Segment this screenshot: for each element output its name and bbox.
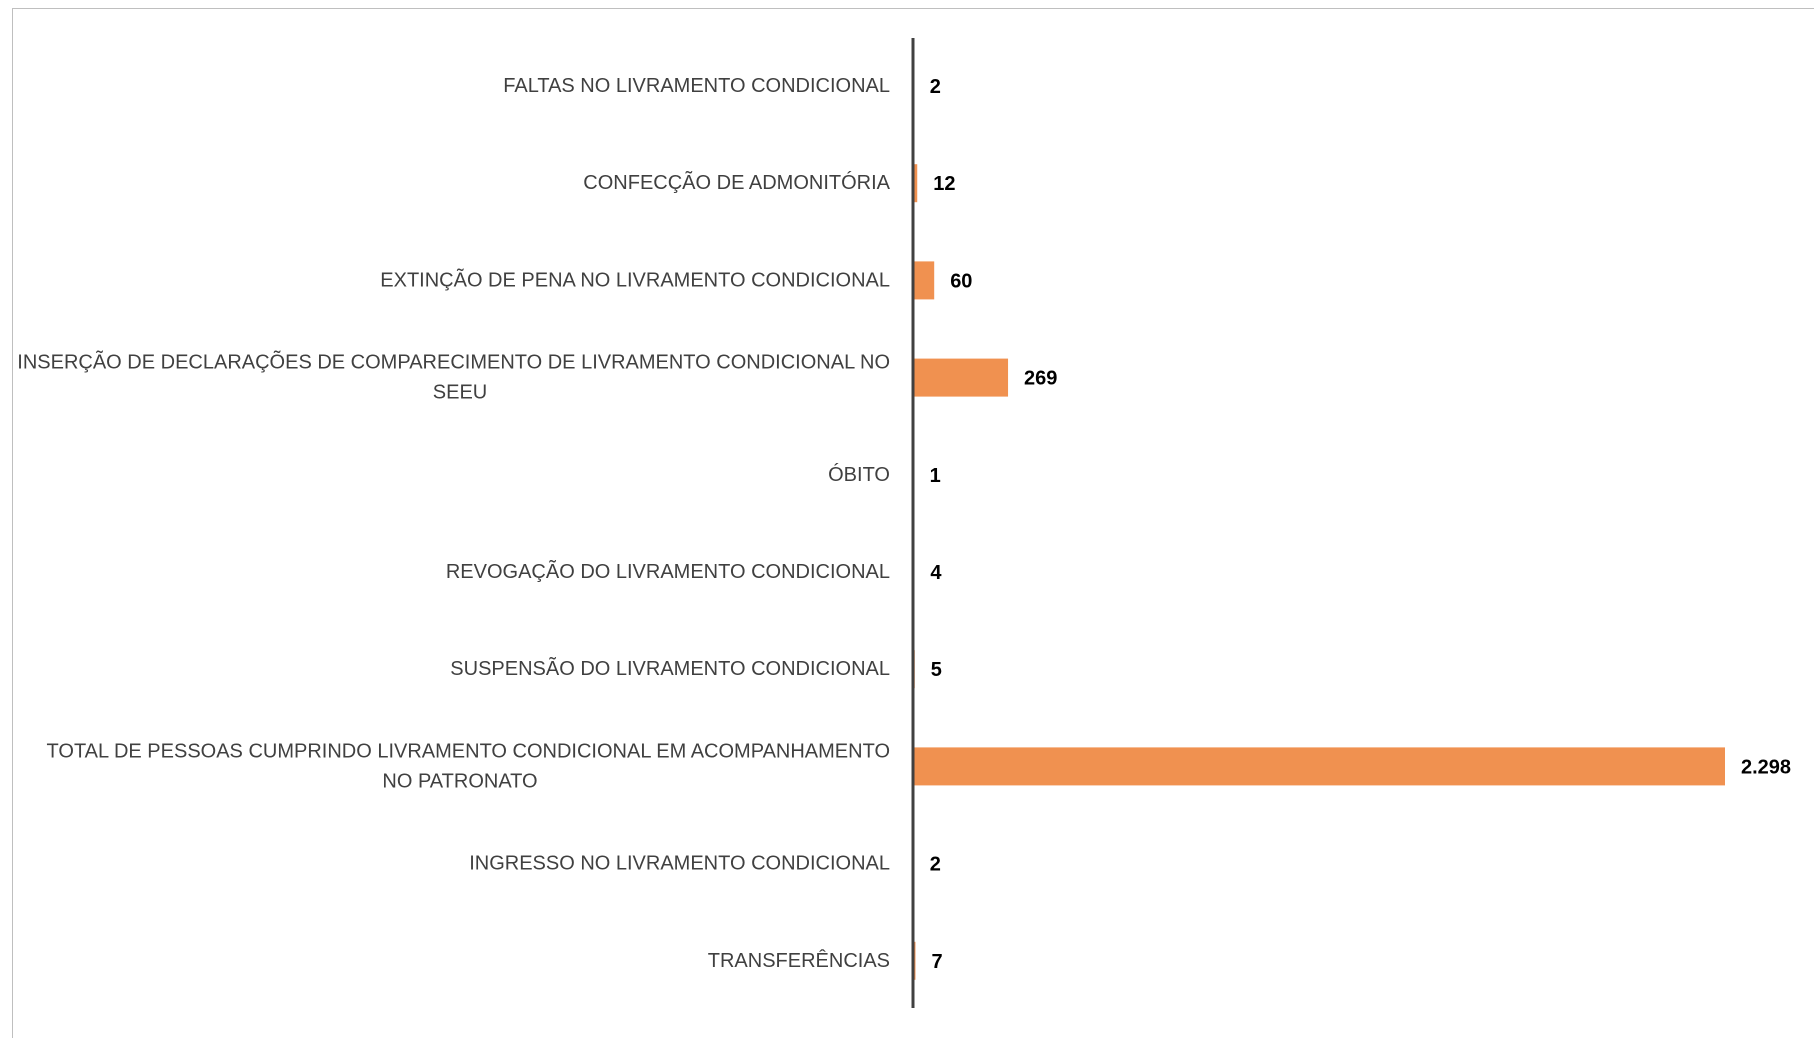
value-label-7: 2.298	[1741, 756, 1791, 778]
category-label-3-line-1: SEEU	[433, 382, 487, 404]
category-label-9: TRANSFERÊNCIAS	[708, 949, 890, 972]
bar-2	[913, 261, 935, 300]
value-label-2: 60	[950, 270, 972, 292]
value-label-1: 12	[933, 173, 955, 195]
category-label-0: FALTAS NO LIVRAMENTO CONDICIONAL	[503, 75, 890, 97]
category-label-3-line-0: INSERÇÃO DE DECLARAÇÕES DE COMPARECIMENT…	[17, 350, 890, 374]
bar-3	[913, 358, 1009, 397]
value-label-5: 4	[930, 562, 942, 584]
value-label-9: 7	[931, 951, 942, 973]
category-label-2: EXTINÇÃO DE PENA NO LIVRAMENTO CONDICION…	[380, 267, 890, 291]
value-labels-group: 2 12 60 269 1 4 5 2.298 2 7	[930, 76, 1791, 973]
value-label-6: 5	[931, 659, 942, 681]
value-label-8: 2	[930, 854, 941, 876]
category-label-8: INGRESSO NO LIVRAMENTO CONDICIONAL	[469, 853, 890, 875]
value-label-3: 269	[1024, 368, 1057, 390]
bar-7	[913, 747, 1725, 786]
bar-1	[913, 164, 918, 203]
category-label-6: SUSPENSÃO DO LIVRAMENTO CONDICIONAL	[450, 656, 890, 680]
category-label-7-line-0: TOTAL DE PESSOAS CUMPRINDO LIVRAMENTO CO…	[47, 740, 890, 762]
chart-frame	[12, 8, 1814, 1038]
value-label-4: 1	[930, 465, 941, 487]
category-label-1: CONFECÇÃO DE ADMONITÓRIA	[583, 170, 890, 194]
category-label-4: ÓBITO	[828, 463, 890, 486]
category-label-7-line-1: NO PATRONATO	[382, 770, 537, 792]
value-label-0: 2	[930, 76, 941, 98]
category-labels-group: FALTAS NO LIVRAMENTO CONDICIONAL CONFECÇÃ…	[17, 75, 890, 972]
category-label-5: REVOGAÇÃO DO LIVRAMENTO CONDICIONAL	[446, 559, 890, 583]
bars-group	[913, 67, 1725, 980]
